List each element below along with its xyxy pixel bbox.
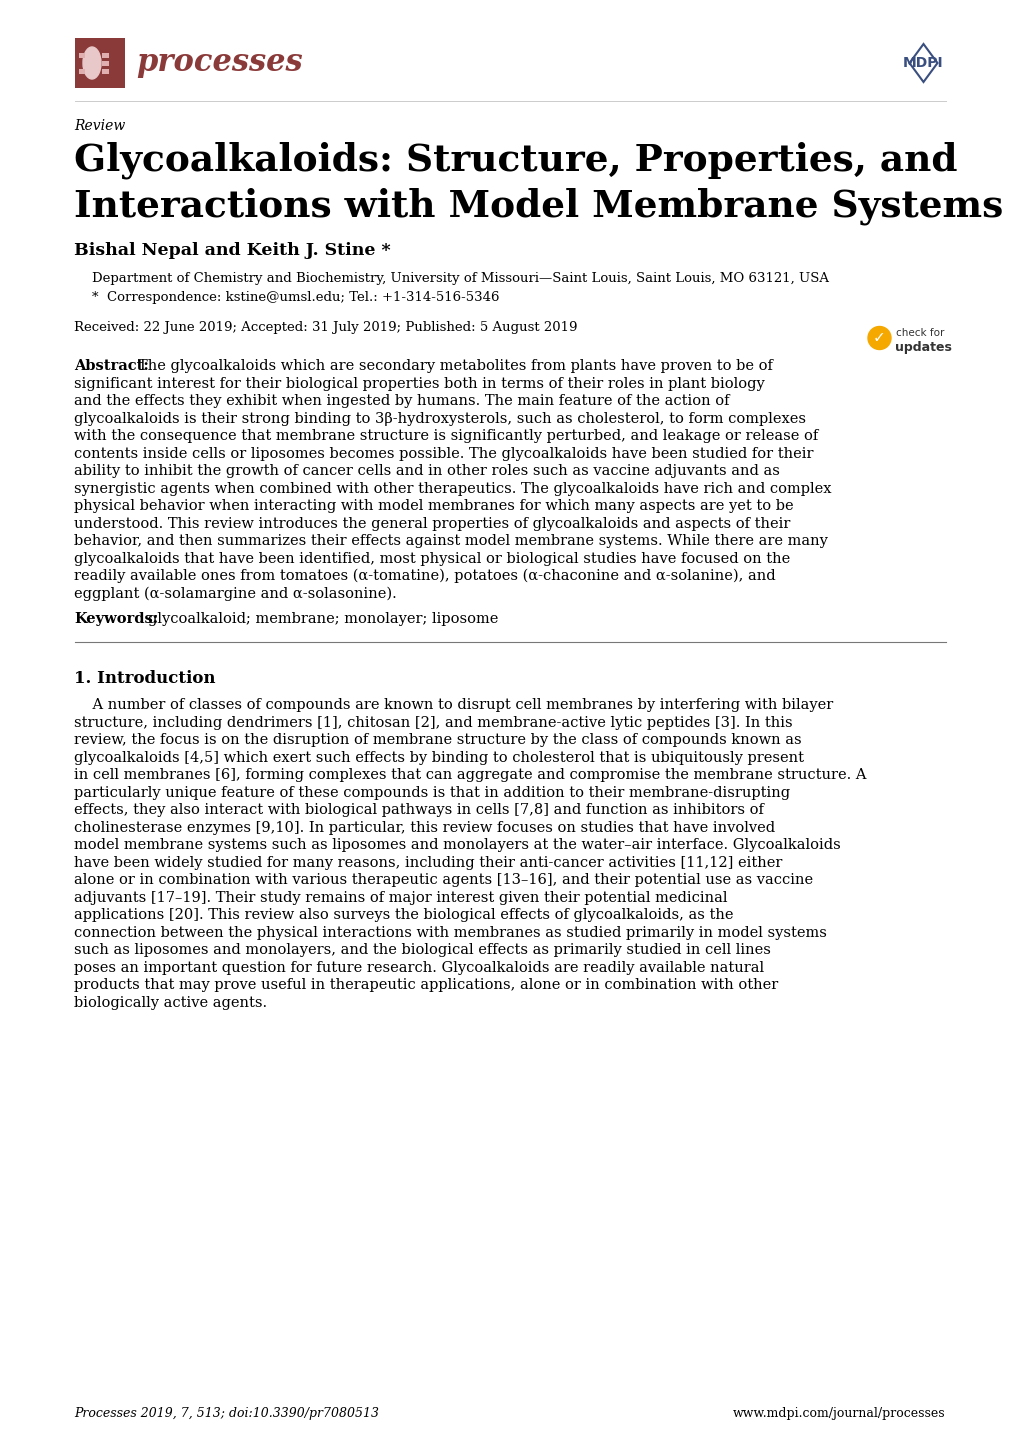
- Ellipse shape: [83, 48, 101, 79]
- Text: Interactions with Model Membrane Systems: Interactions with Model Membrane Systems: [74, 187, 1003, 225]
- Text: *  Correspondence: kstine@umsl.edu; Tel.: +1-314-516-5346: * Correspondence: kstine@umsl.edu; Tel.:…: [93, 291, 499, 304]
- Text: Abstract:: Abstract:: [74, 359, 149, 373]
- Text: Department of Chemistry and Biochemistry, University of Missouri—Saint Louis, Sa: Department of Chemistry and Biochemistry…: [93, 273, 828, 286]
- Text: eggplant (α-solamargine and α-solasonine).: eggplant (α-solamargine and α-solasonine…: [74, 587, 396, 601]
- FancyBboxPatch shape: [74, 37, 124, 88]
- Polygon shape: [909, 45, 936, 82]
- Text: cholinesterase enzymes [9,10]. In particular, this review focuses on studies tha: cholinesterase enzymes [9,10]. In partic…: [74, 820, 774, 835]
- Text: behavior, and then summarizes their effects against model membrane systems. Whil: behavior, and then summarizes their effe…: [74, 534, 827, 548]
- Text: glycoalkaloids that have been identified, most physical or biological studies ha: glycoalkaloids that have been identified…: [74, 551, 790, 565]
- Text: adjuvants [17–19]. Their study remains of major interest given their potential m: adjuvants [17–19]. Their study remains o…: [74, 891, 728, 904]
- Text: readily available ones from tomatoes (α-tomatine), potatoes (α-chaconine and α-s: readily available ones from tomatoes (α-…: [74, 570, 775, 584]
- Text: Keywords:: Keywords:: [74, 611, 159, 626]
- Text: Glycoalkaloids: Structure, Properties, and: Glycoalkaloids: Structure, Properties, a…: [74, 141, 957, 179]
- Text: biologically active agents.: biologically active agents.: [74, 995, 267, 1009]
- FancyBboxPatch shape: [102, 61, 108, 65]
- Text: such as liposomes and monolayers, and the biological effects as primarily studie: such as liposomes and monolayers, and th…: [74, 943, 770, 957]
- Text: applications [20]. This review also surveys the biological effects of glycoalkal: applications [20]. This review also surv…: [74, 908, 734, 921]
- Text: glycoalkaloids is their strong binding to 3β-hydroxysterols, such as cholesterol: glycoalkaloids is their strong binding t…: [74, 411, 806, 425]
- Text: connection between the physical interactions with membranes as studied primarily: connection between the physical interact…: [74, 926, 826, 940]
- Text: Bishal Nepal and Keith J. Stine *: Bishal Nepal and Keith J. Stine *: [74, 242, 390, 260]
- Text: significant interest for their biological properties both in terms of their role: significant interest for their biologica…: [74, 376, 764, 391]
- Text: A number of classes of compounds are known to disrupt cell membranes by interfer: A number of classes of compounds are kno…: [74, 698, 833, 712]
- Text: products that may prove useful in therapeutic applications, alone or in combinat: products that may prove useful in therap…: [74, 978, 777, 992]
- Text: MDPI: MDPI: [902, 56, 943, 71]
- FancyBboxPatch shape: [102, 69, 108, 74]
- FancyBboxPatch shape: [102, 52, 108, 58]
- Text: check for: check for: [895, 327, 943, 337]
- Text: updates: updates: [895, 340, 952, 353]
- Text: ✓: ✓: [872, 330, 886, 346]
- Text: alone or in combination with various therapeutic agents [13–16], and their poten: alone or in combination with various the…: [74, 872, 813, 887]
- Text: physical behavior when interacting with model membranes for which many aspects a: physical behavior when interacting with …: [74, 499, 794, 513]
- Text: 1. Introduction: 1. Introduction: [74, 671, 216, 686]
- Text: model membrane systems such as liposomes and monolayers at the water–air interfa: model membrane systems such as liposomes…: [74, 838, 841, 852]
- Text: and the effects they exhibit when ingested by humans. The main feature of the ac: and the effects they exhibit when ingest…: [74, 394, 730, 408]
- Circle shape: [867, 326, 891, 349]
- Text: ability to inhibit the growth of cancer cells and in other roles such as vaccine: ability to inhibit the growth of cancer …: [74, 464, 780, 477]
- Text: www.mdpi.com/journal/processes: www.mdpi.com/journal/processes: [733, 1407, 945, 1420]
- Text: synergistic agents when combined with other therapeutics. The glycoalkaloids hav: synergistic agents when combined with ot…: [74, 482, 832, 496]
- FancyBboxPatch shape: [78, 52, 85, 58]
- FancyBboxPatch shape: [78, 69, 85, 74]
- Text: have been widely studied for many reasons, including their anti-cancer activitie: have been widely studied for many reason…: [74, 855, 783, 870]
- Text: structure, including dendrimers [1], chitosan [2], and membrane-active lytic pep: structure, including dendrimers [1], chi…: [74, 715, 793, 730]
- Text: review, the focus is on the disruption of membrane structure by the class of com: review, the focus is on the disruption o…: [74, 733, 801, 747]
- Text: particularly unique feature of these compounds is that in addition to their memb: particularly unique feature of these com…: [74, 786, 790, 799]
- Text: processes: processes: [137, 48, 303, 78]
- Text: effects, they also interact with biological pathways in cells [7,8] and function: effects, they also interact with biologi…: [74, 803, 763, 818]
- Text: Review: Review: [74, 120, 125, 133]
- Text: glycoalkaloids [4,5] which exert such effects by binding to cholesterol that is : glycoalkaloids [4,5] which exert such ef…: [74, 750, 804, 764]
- Text: contents inside cells or liposomes becomes possible. The glycoalkaloids have bee: contents inside cells or liposomes becom…: [74, 447, 813, 460]
- Text: poses an important question for future research. Glycoalkaloids are readily avai: poses an important question for future r…: [74, 960, 764, 975]
- Text: Processes 2019, 7, 513; doi:10.3390/pr7080513: Processes 2019, 7, 513; doi:10.3390/pr70…: [74, 1407, 379, 1420]
- Text: glycoalkaloid; membrane; monolayer; liposome: glycoalkaloid; membrane; monolayer; lipo…: [148, 611, 498, 626]
- Text: The glycoalkaloids which are secondary metabolites from plants have proven to be: The glycoalkaloids which are secondary m…: [138, 359, 772, 373]
- Text: with the consequence that membrane structure is significantly perturbed, and lea: with the consequence that membrane struc…: [74, 430, 818, 443]
- Text: in cell membranes [6], forming complexes that can aggregate and compromise the m: in cell membranes [6], forming complexes…: [74, 769, 866, 782]
- Text: Received: 22 June 2019; Accepted: 31 July 2019; Published: 5 August 2019: Received: 22 June 2019; Accepted: 31 Jul…: [74, 322, 578, 335]
- Text: understood. This review introduces the general properties of glycoalkaloids and : understood. This review introduces the g…: [74, 516, 790, 531]
